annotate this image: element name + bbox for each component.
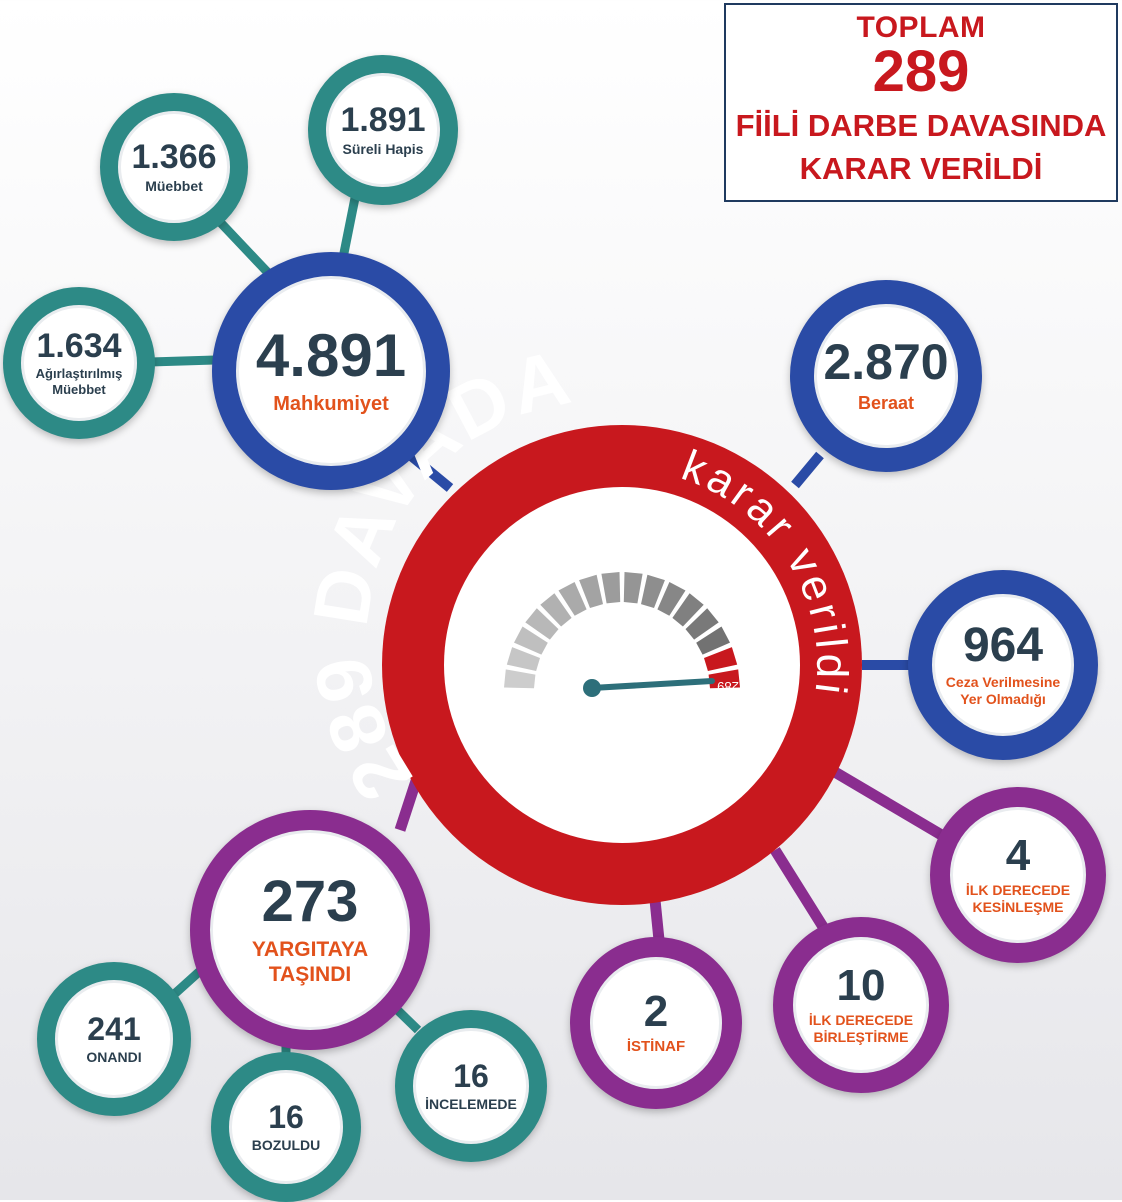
node-istinaf: 2 İSTİNAF [570, 937, 742, 1109]
title-number: 289 [872, 39, 970, 104]
agir-muebbet-value: 1.634 [36, 326, 122, 365]
title-line3: KARAR VERİLDİ [799, 151, 1043, 186]
istinaf-label: İSTİNAF [626, 1038, 686, 1055]
title-line1: TOPLAM [856, 11, 986, 44]
muebbet-value: 1.366 [131, 137, 217, 176]
kesinlesme-label-line1: İLK DERECEDE [965, 882, 1071, 899]
beraat-value: 2.870 [823, 334, 949, 391]
gauge-needle [589, 678, 715, 691]
node-beraat: 2.870 Beraat [790, 280, 982, 472]
istinaf-value: 2 [643, 987, 669, 1036]
yargitay-label-line1: YARGITAYA [251, 937, 369, 961]
connector-mahkumiyet-muebbet [216, 218, 276, 281]
node-birlestirme: 10 İLK DERECEDE BİRLEŞTİRME [773, 917, 949, 1093]
node-onandi: 241 ONANDI [37, 962, 191, 1116]
mahkumiyet-label: Mahkumiyet [273, 393, 389, 415]
ceza-label-line1: Ceza Verilmesine [945, 674, 1061, 691]
yargitay-value: 273 [261, 868, 359, 934]
connector-center-birlestirme [770, 847, 830, 933]
center-ring-inner [444, 487, 800, 843]
gauge-segment [504, 669, 536, 689]
connector-center-mahkumiyet [406, 451, 454, 492]
title-line2: FİİLİ DARBE DAVASINDA [735, 108, 1107, 143]
sureli-hapis-value: 1.891 [340, 100, 426, 139]
gauge-segment [657, 582, 686, 616]
node-mahkumiyet: 4.891 Mahkumiyet [212, 252, 450, 490]
ceza-value: 964 [962, 619, 1044, 673]
bozuldu-value: 16 [268, 1098, 304, 1135]
gauge-value-label: 289 [717, 679, 739, 694]
incelemede-label: İNCELEMEDE [425, 1095, 517, 1112]
gauge-segment [685, 608, 719, 640]
onandi-value: 241 [87, 1010, 141, 1047]
birlestirme-value: 10 [836, 961, 886, 1011]
node-yargitay: 273 YARGITAYA TAŞINDI [190, 810, 430, 1050]
sureli-hapis-label: Süreli Hapis [342, 140, 424, 157]
gauge-segment [558, 582, 587, 616]
gauge-segment [708, 669, 740, 689]
beraat-label: Beraat [857, 393, 915, 414]
node-bozuldu: 16 BOZULDU [211, 1052, 361, 1202]
connector-mahkumiyet-agir [149, 355, 216, 367]
birlestirme-label-line1: İLK DERECEDE [808, 1012, 914, 1029]
incelemede-value: 16 [453, 1057, 489, 1094]
agir-muebbet-label-line1: Ağırlaştırılmış [35, 365, 123, 381]
connector-center-beraat [791, 451, 824, 489]
node-sureli-hapis: 1.891 Süreli Hapis [308, 55, 458, 205]
node-kesinlesme: 4 İLK DERECEDE KESİNLEŞME [930, 787, 1106, 963]
gauge-segment [525, 608, 559, 640]
gauge [504, 572, 740, 689]
node-ceza: 964 Ceza Verilmesine Yer Olmadığı [908, 570, 1098, 760]
agir-muebbet-label-line2: Müebbet [52, 381, 106, 397]
gauge-segment [696, 626, 730, 655]
onandi-label: ONANDI [86, 1048, 142, 1065]
birlestirme-label-line2: BİRLEŞTİRME [813, 1029, 909, 1045]
gauge-segment [540, 593, 572, 627]
gauge-needle-hub [583, 679, 601, 697]
ceza-label-line2: Yer Olmadığı [960, 691, 1046, 707]
muebbet-label: Müebbet [145, 177, 203, 194]
node-agir-muebbet: 1.634 Ağırlaştırılmış Müebbet [3, 287, 155, 439]
gauge-segment [506, 647, 540, 671]
gauge-segment [623, 572, 643, 604]
kesinlesme-label-line2: KESİNLEŞME [972, 899, 1064, 915]
gauge-segment [514, 626, 548, 655]
bozuldu-label: BOZULDU [251, 1136, 321, 1153]
connector-center-kesinlesme [820, 760, 953, 845]
node-muebbet: 1.366 Müebbet [100, 93, 248, 241]
gauge-segment [672, 593, 704, 627]
gauge-segment [579, 574, 603, 608]
title-box: TOPLAM 289 FİİLİ DARBE DAVASINDA KARAR V… [724, 3, 1118, 202]
gauge-segment [704, 647, 738, 671]
connector-mahkumiyet-sureli [338, 192, 361, 259]
gauge-segment [601, 572, 621, 604]
connector-center-yargitay [394, 776, 423, 832]
gauge-segment [641, 574, 665, 608]
yargitay-label-line2: TAŞINDI [268, 963, 352, 986]
mahkumiyet-value: 4.891 [255, 322, 407, 389]
kesinlesme-value: 4 [1005, 831, 1031, 881]
node-incelemede: 16 İNCELEMEDE [395, 1010, 547, 1162]
